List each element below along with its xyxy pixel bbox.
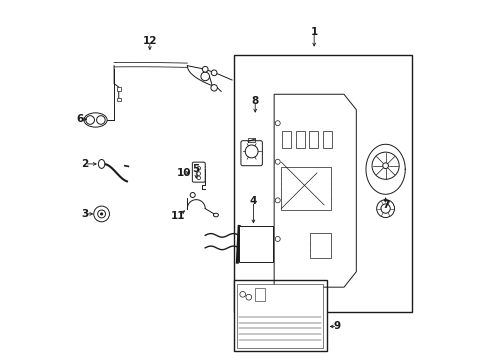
Text: 3: 3 <box>81 209 88 219</box>
FancyBboxPatch shape <box>241 141 262 166</box>
Circle shape <box>210 85 217 91</box>
Circle shape <box>244 145 258 158</box>
Bar <box>308 131 318 148</box>
Circle shape <box>275 159 280 164</box>
Bar <box>117 98 121 102</box>
Bar <box>239 226 272 262</box>
Circle shape <box>201 72 209 81</box>
Circle shape <box>202 66 207 72</box>
Text: 4: 4 <box>249 197 257 206</box>
Bar <box>233 280 326 351</box>
Bar <box>282 131 291 148</box>
Bar <box>117 87 121 91</box>
Text: 2: 2 <box>81 159 88 169</box>
Circle shape <box>371 152 398 179</box>
Circle shape <box>275 121 280 126</box>
FancyBboxPatch shape <box>192 162 205 182</box>
Circle shape <box>382 163 387 168</box>
Circle shape <box>197 166 200 170</box>
Bar <box>233 55 411 312</box>
Text: 1: 1 <box>310 27 317 37</box>
Circle shape <box>101 213 102 215</box>
Bar <box>237 284 323 348</box>
Circle shape <box>94 206 109 222</box>
Ellipse shape <box>213 213 218 217</box>
Circle shape <box>86 116 94 124</box>
Text: 9: 9 <box>333 321 340 332</box>
Text: 11: 11 <box>171 211 185 221</box>
Circle shape <box>380 204 389 213</box>
Text: 8: 8 <box>251 96 258 107</box>
Text: 7: 7 <box>381 200 388 210</box>
Circle shape <box>240 292 245 297</box>
Circle shape <box>197 176 200 180</box>
Circle shape <box>97 116 105 124</box>
Bar <box>281 167 331 210</box>
Circle shape <box>275 237 280 242</box>
Text: 6: 6 <box>77 114 83 124</box>
Text: 12: 12 <box>142 36 157 46</box>
Polygon shape <box>365 144 405 194</box>
Text: 5: 5 <box>192 164 200 174</box>
Circle shape <box>245 294 251 300</box>
Circle shape <box>190 193 195 198</box>
Circle shape <box>376 200 394 217</box>
Text: 10: 10 <box>176 168 191 178</box>
Bar <box>309 233 331 258</box>
Ellipse shape <box>84 113 107 127</box>
Bar <box>322 131 331 148</box>
Bar <box>254 288 264 301</box>
Circle shape <box>98 210 105 218</box>
Circle shape <box>211 70 217 76</box>
Ellipse shape <box>98 159 104 168</box>
Bar <box>295 131 304 148</box>
Circle shape <box>197 172 200 175</box>
Circle shape <box>275 198 280 203</box>
